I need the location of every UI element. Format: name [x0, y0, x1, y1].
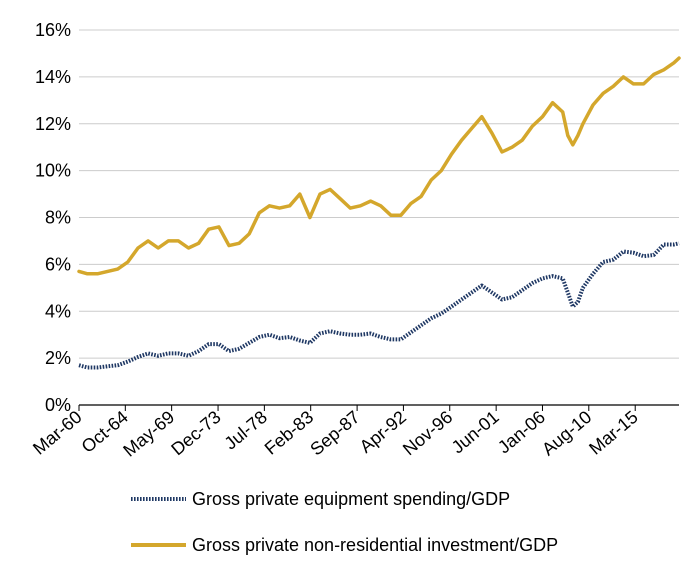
y-tick-label-8: 16%	[35, 20, 71, 40]
gridlines	[79, 29, 679, 359]
x-tick-label-7: Apr-92	[356, 407, 410, 457]
x-tick-label-10: Jan-06	[494, 407, 549, 458]
series-line-equipment	[78, 241, 680, 370]
y-tick-label-6: 12%	[35, 114, 71, 134]
y-tick-label-4: 8%	[45, 208, 71, 228]
legend-label-nonresidential: Gross private non-residential investment…	[192, 535, 558, 555]
x-tick-label-12: Mar-15	[585, 407, 642, 459]
y-tick-label-1: 2%	[45, 348, 71, 368]
x-tick-label-2: May-69	[119, 407, 178, 461]
legend-label-equipment: Gross private equipment spending/GDP	[192, 489, 510, 509]
series-line-nonresidential	[77, 56, 681, 276]
x-tick-label-5: Feb-83	[261, 407, 318, 459]
y-tick-labels: 0% 2% 4% 6% 8% 10% 12% 14% 16%	[35, 20, 71, 415]
legend-entry-nonresidential: Gross private non-residential investment…	[131, 535, 558, 555]
axes	[78, 404, 679, 411]
y-tick-label-2: 4%	[45, 301, 71, 321]
x-tick-label-3: Dec-73	[167, 407, 224, 460]
series-lines	[77, 56, 681, 370]
y-tick-label-3: 6%	[45, 254, 71, 274]
x-tick-labels: Mar-60Oct-64May-69Dec-73Jul-78Feb-83Sep-…	[29, 407, 642, 461]
legend: Gross private equipment spending/GDP Gro…	[131, 489, 558, 555]
y-tick-label-0: 0%	[45, 395, 71, 415]
legend-entry-equipment: Gross private equipment spending/GDP	[131, 489, 510, 509]
x-tick-label-11: Aug-10	[538, 407, 595, 460]
y-tick-label-7: 14%	[35, 67, 71, 87]
x-tick-label-8: Nov-96	[399, 407, 456, 460]
x-tick-label-6: Sep-87	[306, 407, 363, 460]
x-tick-label-9: Jun-01	[448, 407, 503, 458]
y-tick-label-5: 10%	[35, 161, 71, 181]
